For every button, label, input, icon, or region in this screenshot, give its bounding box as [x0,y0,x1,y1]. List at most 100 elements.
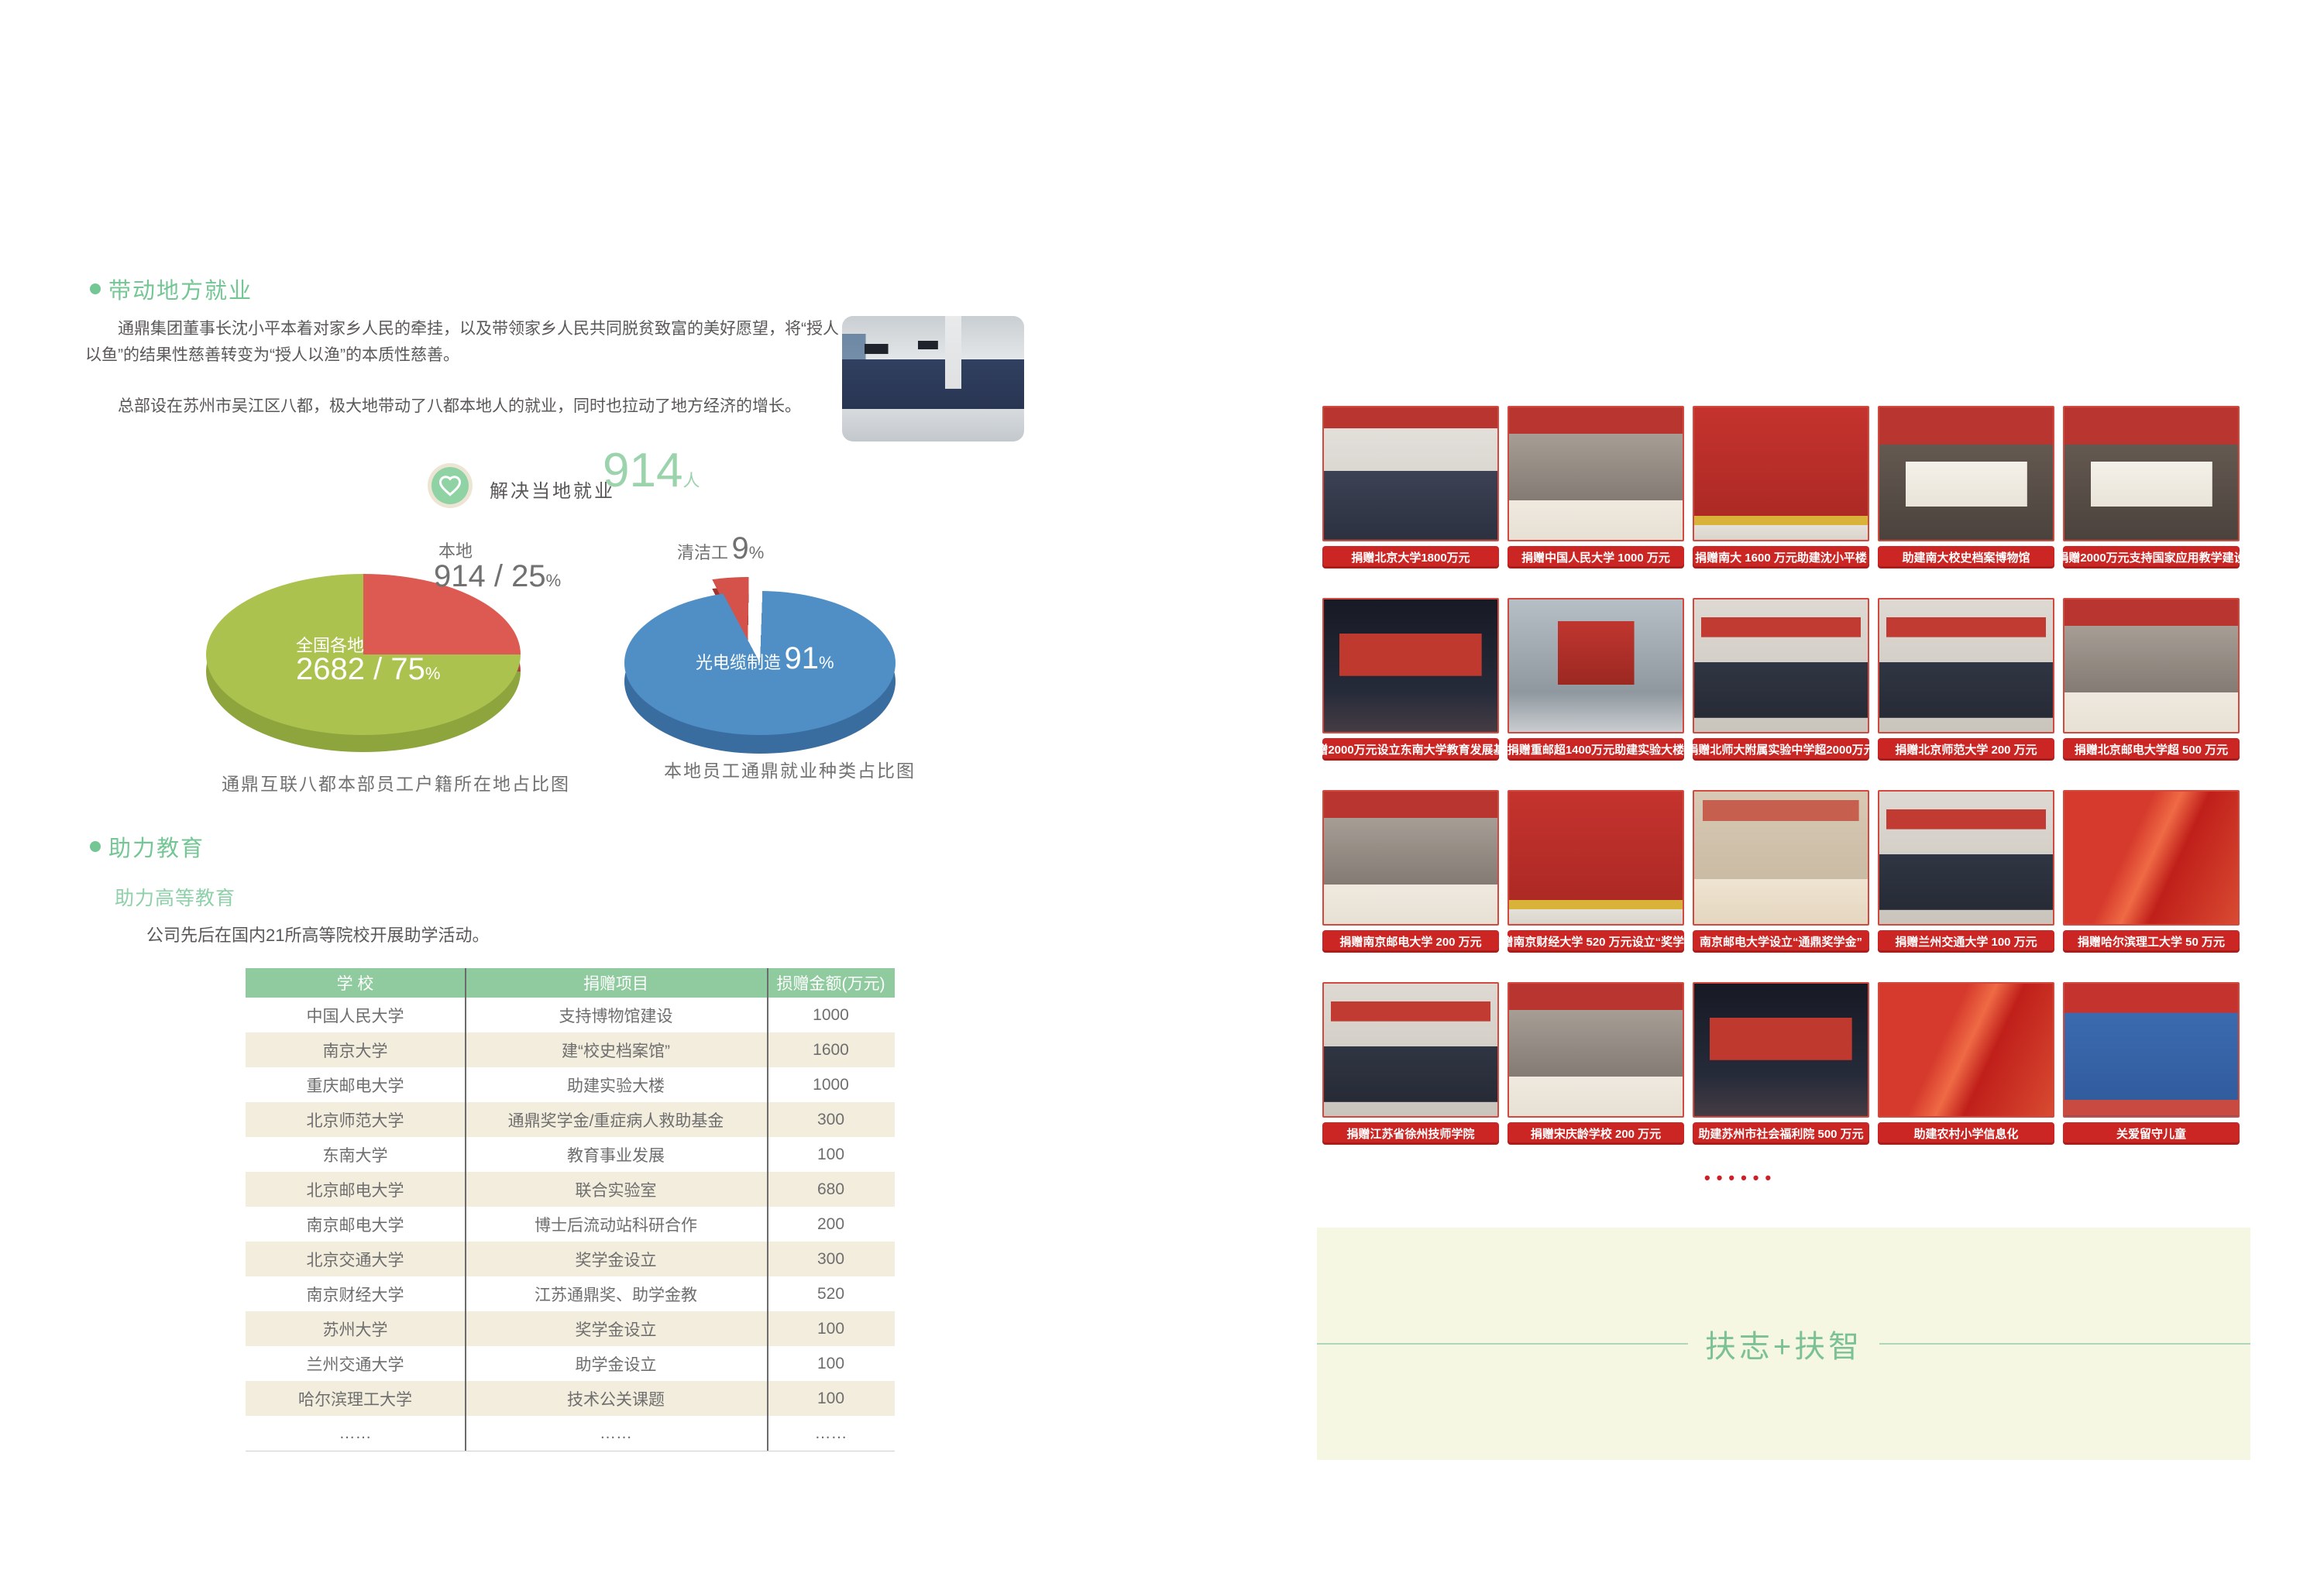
table-header-school: 学 校 [336,975,374,993]
stat-unit: 人 [682,471,700,490]
photo-card: 捐赠北京师范大学 200 万元 [1878,598,2054,761]
section1-paragraph-1: 通鼎集团董事长沈小平本着对家乡人民的牵挂，以及带领家乡人民共同脱贫致富的美好愿望… [85,320,839,364]
project-cell: 技术公关课题 [567,1390,665,1409]
photo-caption: 捐赠南大 1600 万元助建沈小平楼 [1693,546,1869,569]
slogan-divider-right [1879,1343,2251,1345]
table-header-project: 捐赠项目 [583,975,648,993]
amount-cell: 100 [816,1354,845,1372]
school-cell: 北京邮电大学 [306,1181,404,1200]
school-cell: 苏州大学 [322,1321,388,1339]
photo-card: 助建农村小学信息化 [1878,982,2054,1145]
photo-caption: 捐赠南京财经大学 520 万元设立“奖学金” [1508,930,1684,953]
photo-caption: 捐赠兰州交通大学 100 万元 [1878,930,2054,953]
project-cell: 支持博物馆建设 [559,1007,673,1025]
photo-card: 捐赠宋庆龄学校 200 万元 [1508,982,1684,1145]
school-cell: 东南大学 [322,1146,388,1165]
donation-photo [1508,598,1684,733]
photo-card: 捐赠北京大学1800万元 [1322,406,1499,569]
photo-caption: 捐赠2000万元支持国家应用教学建设 [2063,546,2240,569]
table-divider [465,968,466,1451]
photo-card: 关爱留守儿童 [2063,982,2240,1145]
amount-cell: 100 [816,1319,845,1338]
photo-caption: 助建农村小学信息化 [1878,1122,2054,1145]
amount-cell: 1600 [813,1040,849,1059]
donation-photo [1878,598,2054,733]
photo-card: 捐赠兰州交通大学 100 万元 [1878,790,2054,953]
slogan-divider-left [1317,1343,1688,1345]
pie1-employee-origin [206,574,521,735]
table-row: 哈尔滨理工大学 技术公关课题 100 [246,1381,895,1416]
photo-card: 捐赠2000万元设立东南大学教育发展基金 [1322,598,1499,761]
slogan-text: 扶志+扶智 [1704,1330,1863,1364]
photo-card: 助建南大校史档案博物馆 [1878,406,2054,569]
donation-photo [1322,790,1499,926]
donation-photo [1878,982,2054,1118]
project-cell: 教育事业发展 [567,1146,665,1165]
project-cell: 江苏通鼎奖、助学金教 [535,1286,697,1304]
amount-cell: 1000 [813,1005,849,1024]
heart-icon [431,467,469,504]
section2-intro: 公司先后在国内21所高等院校开展助学活动。 [146,926,490,945]
table-row: 北京邮电大学 联合实验室 680 [246,1172,895,1207]
photo-caption: 南京邮电大学设立“通鼎奖学金” [1693,930,1869,953]
photo-card: 南京邮电大学设立“通鼎奖学金” [1693,790,1869,953]
table-row: …… …… …… [246,1416,895,1451]
photo-card: 捐赠哈尔滨理工大学 50 万元 [2063,790,2240,953]
photo-caption: 助建南大校史档案博物馆 [1878,546,2054,569]
school-cell: 哈尔滨理工大学 [298,1390,412,1409]
classroom-photo [842,316,1024,441]
section1-paragraph-2: 总部设在苏州市吴江区八都，极大地带动了八都本地人的就业，同时也拉动了地方经济的增… [118,397,801,415]
table-row: 南京大学 建“校史档案馆” 1600 [246,1032,895,1067]
photo-card: 捐赠北师大附属实验中学超2000万元 [1693,598,1869,761]
school-cell: 重庆邮电大学 [306,1077,404,1095]
table-header-amount: 损赠金额(万元) [776,975,885,993]
photo-caption: 捐赠北师大附属实验中学超2000万元 [1693,738,1869,761]
more-dots: •••••• [1704,1168,1778,1187]
photo-card: 捐赠2000万元支持国家应用教学建设 [2063,406,2240,569]
photo-caption: 助建苏州市社会福利院 500 万元 [1693,1122,1869,1145]
pie2-job-types [624,591,896,735]
school-cell: 南京邮电大学 [306,1216,404,1235]
amount-cell: 300 [816,1110,845,1128]
school-cell: 北京交通大学 [306,1251,404,1269]
amount-cell: 100 [816,1145,845,1163]
photo-caption: 捐赠北京邮电大学超 500 万元 [2063,738,2240,761]
project-cell: 奖学金设立 [575,1251,657,1269]
donation-photo [1693,982,1869,1118]
stat-value: 914 [603,444,683,497]
pie1-inside-value: 2682 / 75% [296,652,441,686]
table-row: 南京邮电大学 博士后流动站科研合作 200 [246,1207,895,1242]
donation-photo [1693,790,1869,926]
section-bullet [90,283,101,294]
table-row: 苏州大学 奖学金设立 100 [246,1311,895,1346]
table-row: 南京财经大学 江苏通鼎奖、助学金教 520 [246,1276,895,1311]
donation-photo [1508,790,1684,926]
project-cell: 博士后流动站科研合作 [535,1216,697,1235]
donation-photo [1693,406,1869,541]
donation-photo [1878,406,2054,541]
project-cell: 助学金设立 [575,1355,657,1374]
donation-photo [1508,406,1684,541]
school-cell: 中国人民大学 [306,1007,404,1025]
table-row: 北京师范大学 通鼎奖学金/重症病人救助基金 300 [246,1102,895,1137]
stat-label: 解决当地就业 [490,481,615,502]
project-cell: 通鼎奖学金/重症病人救助基金 [507,1111,724,1130]
section-bullet [90,841,101,852]
table-header: 学 校 捐赠项目 损赠金额(万元) [246,968,895,998]
project-cell: …… [600,1424,632,1442]
photo-caption: 捐赠江苏省徐州技师学院 [1322,1122,1499,1145]
photo-caption: 捐赠重邮超1400万元助建实验大楼 [1508,738,1684,761]
table-row: 北京交通大学 奖学金设立 300 [246,1242,895,1276]
photo-caption: 关爱留守儿童 [2063,1122,2240,1145]
slogan-box: 扶志+扶智 [1317,1228,2251,1460]
photo-caption: 捐赠中国人民大学 1000 万元 [1508,546,1684,569]
donation-photo [1322,406,1499,541]
school-cell: 北京师范大学 [306,1111,404,1130]
donation-photo [2063,982,2240,1118]
section1-title: 带动地方就业 [108,279,253,304]
photo-card: 捐赠南京财经大学 520 万元设立“奖学金” [1508,790,1684,953]
photo-card: 捐赠北京邮电大学超 500 万元 [2063,598,2240,761]
table-row: 重庆邮电大学 助建实验大楼 1000 [246,1067,895,1102]
amount-cell: 100 [816,1389,845,1407]
photo-caption: 捐赠北京大学1800万元 [1322,546,1499,569]
